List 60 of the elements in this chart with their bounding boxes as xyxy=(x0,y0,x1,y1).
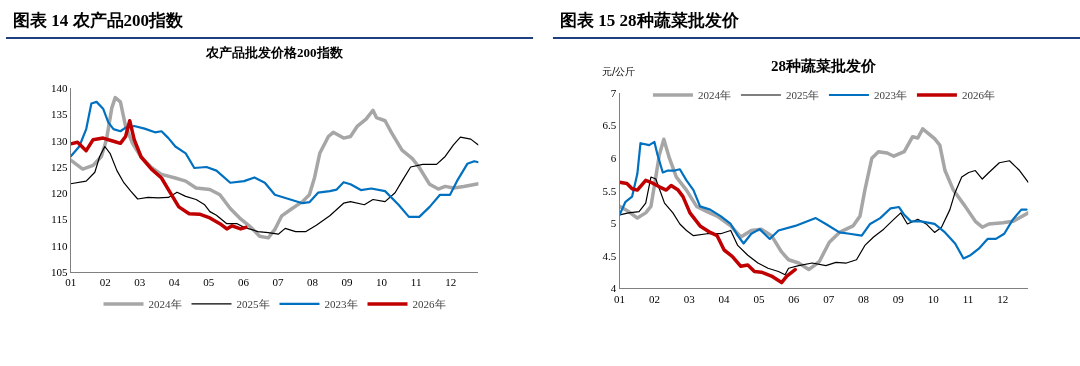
legend-label: 2023年 xyxy=(324,298,358,311)
legend-label: 2025年 xyxy=(785,89,819,102)
chart-title: 图表 14 农产品200指数 xyxy=(13,11,184,30)
y-tick-label: 140 xyxy=(50,82,68,95)
legend-label: 2024年 xyxy=(148,298,182,311)
x-tick-label: 05 xyxy=(203,276,215,289)
x-tick-label: 10 xyxy=(376,276,388,289)
x-tick-label: 12 xyxy=(445,276,457,289)
chart-subtitle: 28种蔬菜批发价 xyxy=(771,58,877,74)
y-tick-label: 4.5 xyxy=(602,249,617,262)
x-tick-label: 01 xyxy=(65,276,77,289)
legend-label: 2025年 xyxy=(236,298,270,311)
x-tick-label: 10 xyxy=(927,292,940,305)
line-series xyxy=(70,119,248,231)
line-series xyxy=(619,160,1029,276)
legend-label: 2024年 xyxy=(697,89,731,102)
y-tick-label: 7 xyxy=(610,86,617,99)
y-tick-label: 135 xyxy=(50,108,68,121)
line-series xyxy=(619,178,797,285)
chart-subtitle: 农产品批发价格200指数 xyxy=(205,45,344,60)
x-tick-label: 04 xyxy=(168,276,181,289)
legend-label: 2026年 xyxy=(412,298,446,311)
y-tick-label: 6 xyxy=(610,152,617,165)
y-tick-label: 115 xyxy=(51,213,68,226)
y-tick-label: 125 xyxy=(50,160,68,173)
x-tick-label: 03 xyxy=(683,292,696,305)
y-tick-label: 105 xyxy=(50,265,68,278)
x-tick-label: 01 xyxy=(614,292,626,305)
legend-label: 2023年 xyxy=(873,89,907,102)
line-series xyxy=(70,100,479,218)
x-tick-label: 03 xyxy=(134,276,146,289)
x-tick-label: 02 xyxy=(99,276,111,289)
x-tick-label: 06 xyxy=(788,292,800,305)
x-tick-label: 07 xyxy=(823,292,835,305)
line-series xyxy=(619,140,1028,260)
y-tick-label: 5.5 xyxy=(602,184,617,197)
x-tick-label: 09 xyxy=(892,292,905,305)
y-axis-title: 元/公斤 xyxy=(602,66,636,77)
x-tick-label: 04 xyxy=(718,292,731,305)
y-tick-label: 120 xyxy=(50,187,68,200)
x-tick-label: 08 xyxy=(307,276,319,289)
x-tick-label: 05 xyxy=(753,292,765,305)
line-series xyxy=(70,95,479,240)
legend-label: 2026年 xyxy=(961,89,995,102)
x-tick-label: 08 xyxy=(857,292,870,305)
x-tick-label: 12 xyxy=(997,292,1009,305)
line-series xyxy=(70,136,479,235)
x-tick-label: 06 xyxy=(237,276,250,289)
y-tick-label: 5 xyxy=(610,217,617,230)
x-tick-label: 02 xyxy=(648,292,660,305)
x-tick-label: 09 xyxy=(341,276,354,289)
x-tick-label: 11 xyxy=(962,292,974,305)
y-tick-label: 6.5 xyxy=(602,119,617,132)
chart-title: 图表 15 28种蔬菜批发价 xyxy=(560,11,740,30)
y-tick-label: 130 xyxy=(50,134,68,147)
y-tick-label: 4 xyxy=(610,282,617,295)
x-tick-label: 11 xyxy=(410,276,422,289)
line-series xyxy=(619,127,1029,272)
x-tick-label: 07 xyxy=(272,276,284,289)
y-tick-label: 110 xyxy=(51,239,68,252)
